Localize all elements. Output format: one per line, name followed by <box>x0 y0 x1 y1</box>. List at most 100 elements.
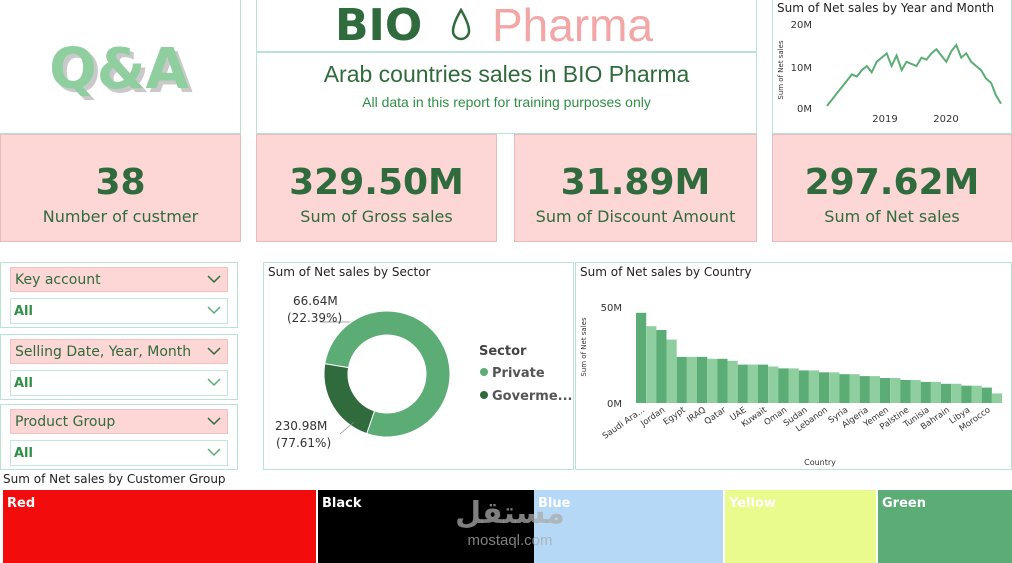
bar[interactable] <box>930 381 941 403</box>
brand-bio: BIO <box>335 0 423 51</box>
slicer-dropdown[interactable]: All <box>10 440 228 466</box>
bar[interactable] <box>646 326 657 403</box>
donut-slice-government[interactable] <box>323 363 376 435</box>
bar[interactable] <box>727 360 738 403</box>
bar[interactable] <box>961 385 972 403</box>
bar[interactable] <box>686 356 697 403</box>
donut-chart-card[interactable]: Sum of Net sales by Sector 66.64M (22.39… <box>263 262 574 470</box>
bar[interactable] <box>798 370 809 403</box>
bar[interactable] <box>829 372 840 403</box>
donut-slice-private[interactable] <box>324 310 451 438</box>
kpi-label: Sum of Discount Amount <box>535 207 736 226</box>
line-x-tick: 2020 <box>933 114 958 125</box>
bar[interactable] <box>910 380 921 403</box>
drop-icon <box>451 8 471 41</box>
bar[interactable] <box>656 330 667 403</box>
bar-chart-title: Sum of Net sales by Country <box>580 265 752 279</box>
slicer-product-group: Product Group All <box>0 404 238 470</box>
bar-x-tick: Qatar <box>703 405 729 427</box>
chevron-down-icon <box>207 306 221 315</box>
donut-legend-private: Private <box>492 366 545 381</box>
donut-label-private-pct: (77.61%) <box>276 436 331 450</box>
bar[interactable] <box>808 370 819 403</box>
brand-pharma: Pharma <box>492 0 654 51</box>
line-series <box>826 43 1002 107</box>
treemap-label: Yellow <box>729 496 776 511</box>
slicer-label: Key account <box>15 272 101 288</box>
treemap-label: Blue <box>538 496 571 511</box>
donut-label-private-value: 230.98M <box>275 419 327 433</box>
treemap-cell-yellow[interactable]: Yellow <box>725 490 876 563</box>
treemap-label: Green <box>882 496 926 511</box>
slicer-header[interactable]: Key account <box>10 267 228 292</box>
donut-chart-title: Sum of Net sales by Sector <box>268 265 431 279</box>
slicer-header[interactable]: Selling Date, Year, Month <box>10 339 228 364</box>
bar[interactable] <box>636 312 647 403</box>
slicer-value: All <box>14 376 33 391</box>
donut-label-gov-pct: (22.39%) <box>287 311 342 325</box>
kpi-customers: 38 Number of custmer <box>0 134 241 242</box>
bar[interactable] <box>819 372 830 403</box>
line-y-tick: 0M <box>797 104 812 115</box>
slicer-header[interactable]: Product Group <box>10 409 228 434</box>
bar[interactable] <box>697 356 708 403</box>
line-y-tick: 20M <box>791 20 812 31</box>
bar[interactable] <box>768 366 779 404</box>
treemap-cell-green[interactable]: Green <box>878 490 1012 563</box>
bar[interactable] <box>880 378 891 403</box>
donut-chart: 66.64M (22.39%) 230.98M (77.61%) Sector … <box>275 294 572 450</box>
treemap-cell-red[interactable]: Red <box>3 490 316 563</box>
bar[interactable] <box>869 376 880 403</box>
kpi-net-sales: 297.62M Sum of Net sales <box>772 134 1012 242</box>
chevron-down-icon <box>207 378 221 387</box>
bar[interactable] <box>788 368 799 403</box>
slicer-label: Product Group <box>15 414 116 430</box>
bar[interactable] <box>890 378 901 403</box>
bar[interactable] <box>707 358 718 403</box>
treemap-cell-black[interactable]: Black <box>318 490 534 563</box>
bar[interactable] <box>676 356 687 403</box>
bar[interactable] <box>839 374 850 403</box>
bar[interactable] <box>758 364 769 403</box>
bar-x-axis-label: Country <box>804 458 836 467</box>
donut-legend-gov: Goverme... <box>492 389 572 404</box>
treemap-label: Black <box>322 496 362 511</box>
bar-y-tick: 0M <box>607 399 622 410</box>
bar[interactable] <box>951 383 962 403</box>
bar[interactable] <box>849 374 860 403</box>
chevron-down-icon <box>207 347 221 356</box>
kpi-label: Sum of Net sales <box>824 207 960 226</box>
donut-legend-title: Sector <box>479 344 527 359</box>
line-chart: Sum of Net sales 20M 10M 0M 2019 2020 <box>777 20 1002 125</box>
bar[interactable] <box>971 385 982 403</box>
logo-card: Q&A Q&A <box>0 0 241 134</box>
bar[interactable] <box>859 376 870 403</box>
bar[interactable] <box>737 364 748 403</box>
bar[interactable] <box>747 364 758 403</box>
legend-dot-private <box>480 368 488 376</box>
kpi-label: Sum of Gross sales <box>300 207 453 226</box>
watermark-arabic: مستقل <box>455 496 565 531</box>
slicer-selling-date: Selling Date, Year, Month All <box>0 334 238 400</box>
bar[interactable] <box>920 381 931 403</box>
bar[interactable] <box>991 393 1002 403</box>
treemap-title: Sum of Net sales by Customer Group <box>3 472 226 486</box>
slicer-dropdown[interactable]: All <box>10 298 228 324</box>
bar-chart: Sum of Net sales 50M 0M Country Saudi Ar… <box>580 303 1002 467</box>
slicer-dropdown[interactable]: All <box>10 370 228 396</box>
bar[interactable] <box>981 387 992 403</box>
legend-dot-gov <box>480 391 488 399</box>
bar-chart-card[interactable]: Sum of Net sales by Country Sum of Net s… <box>575 262 1012 470</box>
chevron-down-icon <box>207 417 221 426</box>
treemap-cell-blue[interactable]: Blue <box>534 490 723 563</box>
watermark-latin: mostaql.com <box>467 532 553 549</box>
bar[interactable] <box>778 368 789 403</box>
bar[interactable] <box>900 380 911 403</box>
report-title: Arab countries sales in BIO Pharma <box>323 61 690 87</box>
line-chart-card[interactable]: Sum of Net sales by Year and Month Sum o… <box>772 0 1012 134</box>
bar[interactable] <box>666 339 677 403</box>
bar[interactable] <box>717 358 728 403</box>
bar[interactable] <box>941 383 952 403</box>
treemap-label: Red <box>7 496 36 511</box>
kpi-gross-sales: 329.50M Sum of Gross sales <box>256 134 497 242</box>
